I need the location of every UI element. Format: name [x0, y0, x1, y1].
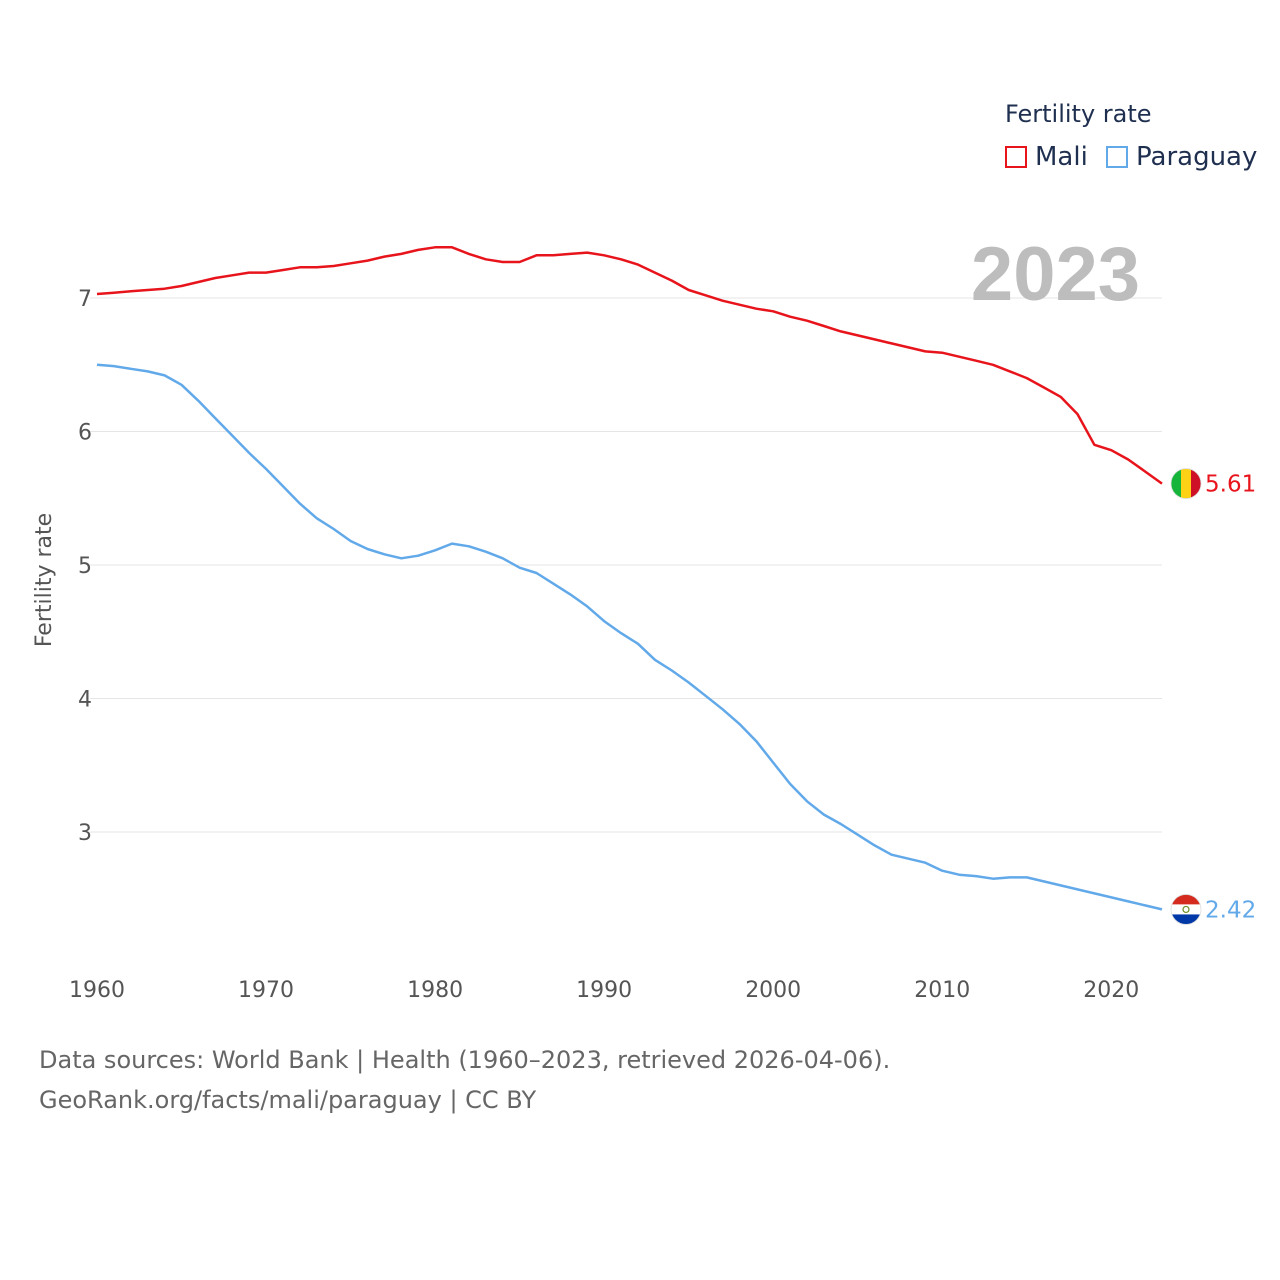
y-axis-ticks: 3 4 5 6 7	[78, 287, 92, 846]
year-watermark: 2023	[971, 232, 1140, 317]
flag-stripe-white	[1171, 904, 1201, 915]
x-tick-label: 2010	[914, 978, 970, 1003]
flag-stripe-red	[1171, 894, 1201, 905]
x-tick-label: 1970	[238, 978, 294, 1003]
series-line-mali	[96, 246, 1163, 485]
end-value-label-mali: 5.61	[1205, 472, 1256, 498]
y-tick-label: 6	[78, 421, 92, 446]
flag-stripe-yellow	[1181, 468, 1191, 499]
x-tick-label: 2020	[1083, 978, 1139, 1003]
series-line-paraguay	[96, 363, 1163, 911]
flag-stripe-green	[1171, 468, 1181, 499]
end-value-label-paraguay: 2.42	[1205, 897, 1256, 923]
legend-label-mali: Mali	[1035, 142, 1088, 172]
flag-border	[1170, 894, 1202, 925]
gridlines	[90, 297, 1162, 833]
mali-flag-icon	[1170, 468, 1202, 499]
flag-emblem	[1182, 905, 1190, 914]
legend-swatch-mali	[1005, 146, 1027, 168]
end-markers: 5.61 2.42	[1170, 468, 1256, 925]
flag-border	[1170, 468, 1202, 499]
x-tick-label: 1980	[407, 978, 463, 1003]
footer-sources: Data sources: World Bank | Health (1960–…	[39, 1046, 891, 1074]
legend-title: Fertility rate	[1005, 100, 1152, 128]
y-tick-label: 5	[78, 554, 92, 579]
footer-attribution[interactable]: GeoRank.org/facts/mali/paraguay | CC BY	[39, 1086, 537, 1114]
x-tick-label: 1960	[69, 978, 125, 1003]
y-tick-label: 7	[78, 287, 92, 312]
legend-item-paraguay[interactable]: Paraguay	[1106, 142, 1257, 172]
paraguay-flag-icon	[1170, 894, 1202, 925]
y-tick-label: 3	[78, 821, 92, 846]
x-tick-label: 2000	[745, 978, 801, 1003]
legend-label-paraguay: Paraguay	[1136, 142, 1258, 172]
series-lines	[96, 246, 1163, 911]
x-tick-label: 1990	[576, 978, 632, 1003]
legend-swatch-paraguay	[1106, 146, 1128, 168]
legend-item-mali[interactable]: Mali	[1005, 142, 1088, 172]
flag-stripe-blue	[1171, 914, 1201, 925]
flag-stripe-red	[1191, 468, 1201, 499]
y-tick-label: 4	[78, 688, 92, 713]
y-axis-label: Fertility rate	[32, 513, 57, 647]
x-axis-ticks: 1960 1970 1980 1990 2000 2010 2020	[69, 978, 1139, 1003]
